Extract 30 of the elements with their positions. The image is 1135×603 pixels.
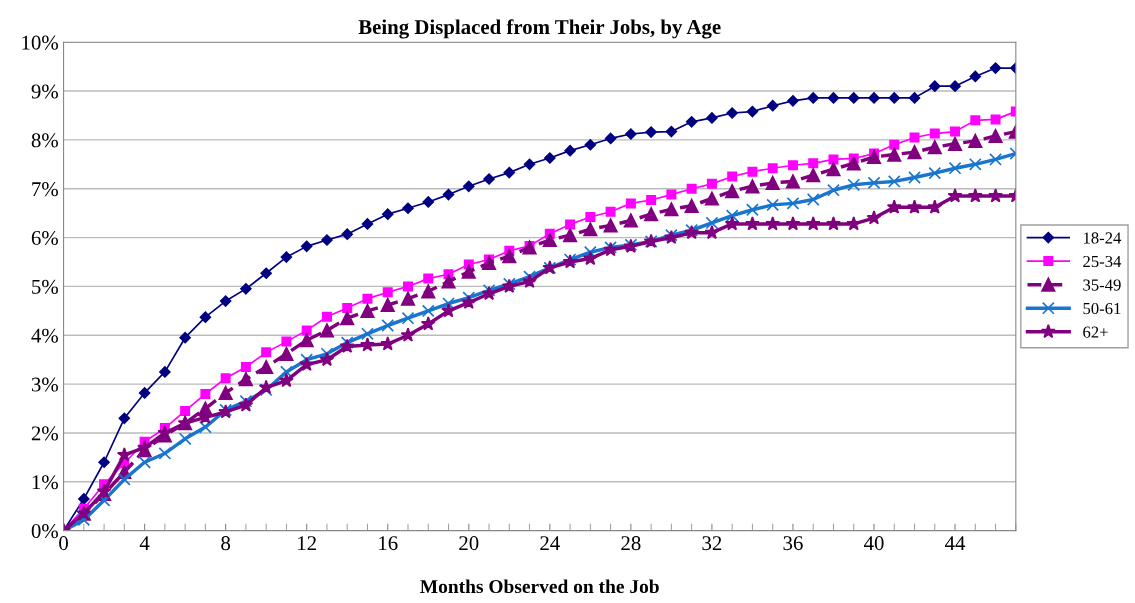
y-tick-label: 4% — [31, 328, 58, 343]
y-tick-label: 10% — [22, 35, 58, 50]
y-tick-label: 0% — [31, 524, 58, 539]
y-tick-label: 3% — [31, 377, 58, 392]
x-axis-title: Months Observed on the Job — [420, 579, 659, 594]
y-tick-label: 8% — [31, 133, 58, 148]
x-tick-label: 24 — [540, 536, 560, 550]
legend-label: 62+ — [1083, 326, 1108, 338]
y-tick-label: 5% — [32, 279, 58, 294]
x-tick-label: 0 — [59, 536, 68, 551]
x-tick-label: 44 — [945, 536, 966, 550]
legend-label: 25-34 — [1083, 255, 1122, 268]
x-tick-label: 28 — [621, 536, 641, 551]
x-tick-label: 20 — [459, 536, 479, 551]
chart-title: Being Displaced from Their Jobs, by Age — [358, 19, 721, 39]
legend-label: 35-49 — [1083, 279, 1121, 291]
y-tick-label: 7% — [32, 182, 58, 197]
y-tick-label: 9% — [31, 84, 58, 99]
legend-label: 18-24 — [1083, 232, 1122, 244]
legend-label: 50-61 — [1083, 302, 1121, 315]
x-tick-label: 4 — [139, 536, 150, 550]
y-tick-label: 1% — [32, 475, 58, 490]
x-tick-label: 32 — [702, 536, 722, 551]
x-tick-label: 40 — [863, 536, 884, 551]
x-tick-label: 16 — [379, 536, 398, 551]
x-tick-label: 12 — [298, 536, 316, 550]
y-tick-label: 6% — [31, 230, 58, 246]
x-tick-label: 36 — [783, 536, 803, 551]
y-tick-label: 2% — [31, 426, 58, 441]
x-tick-label: 8 — [221, 536, 231, 551]
